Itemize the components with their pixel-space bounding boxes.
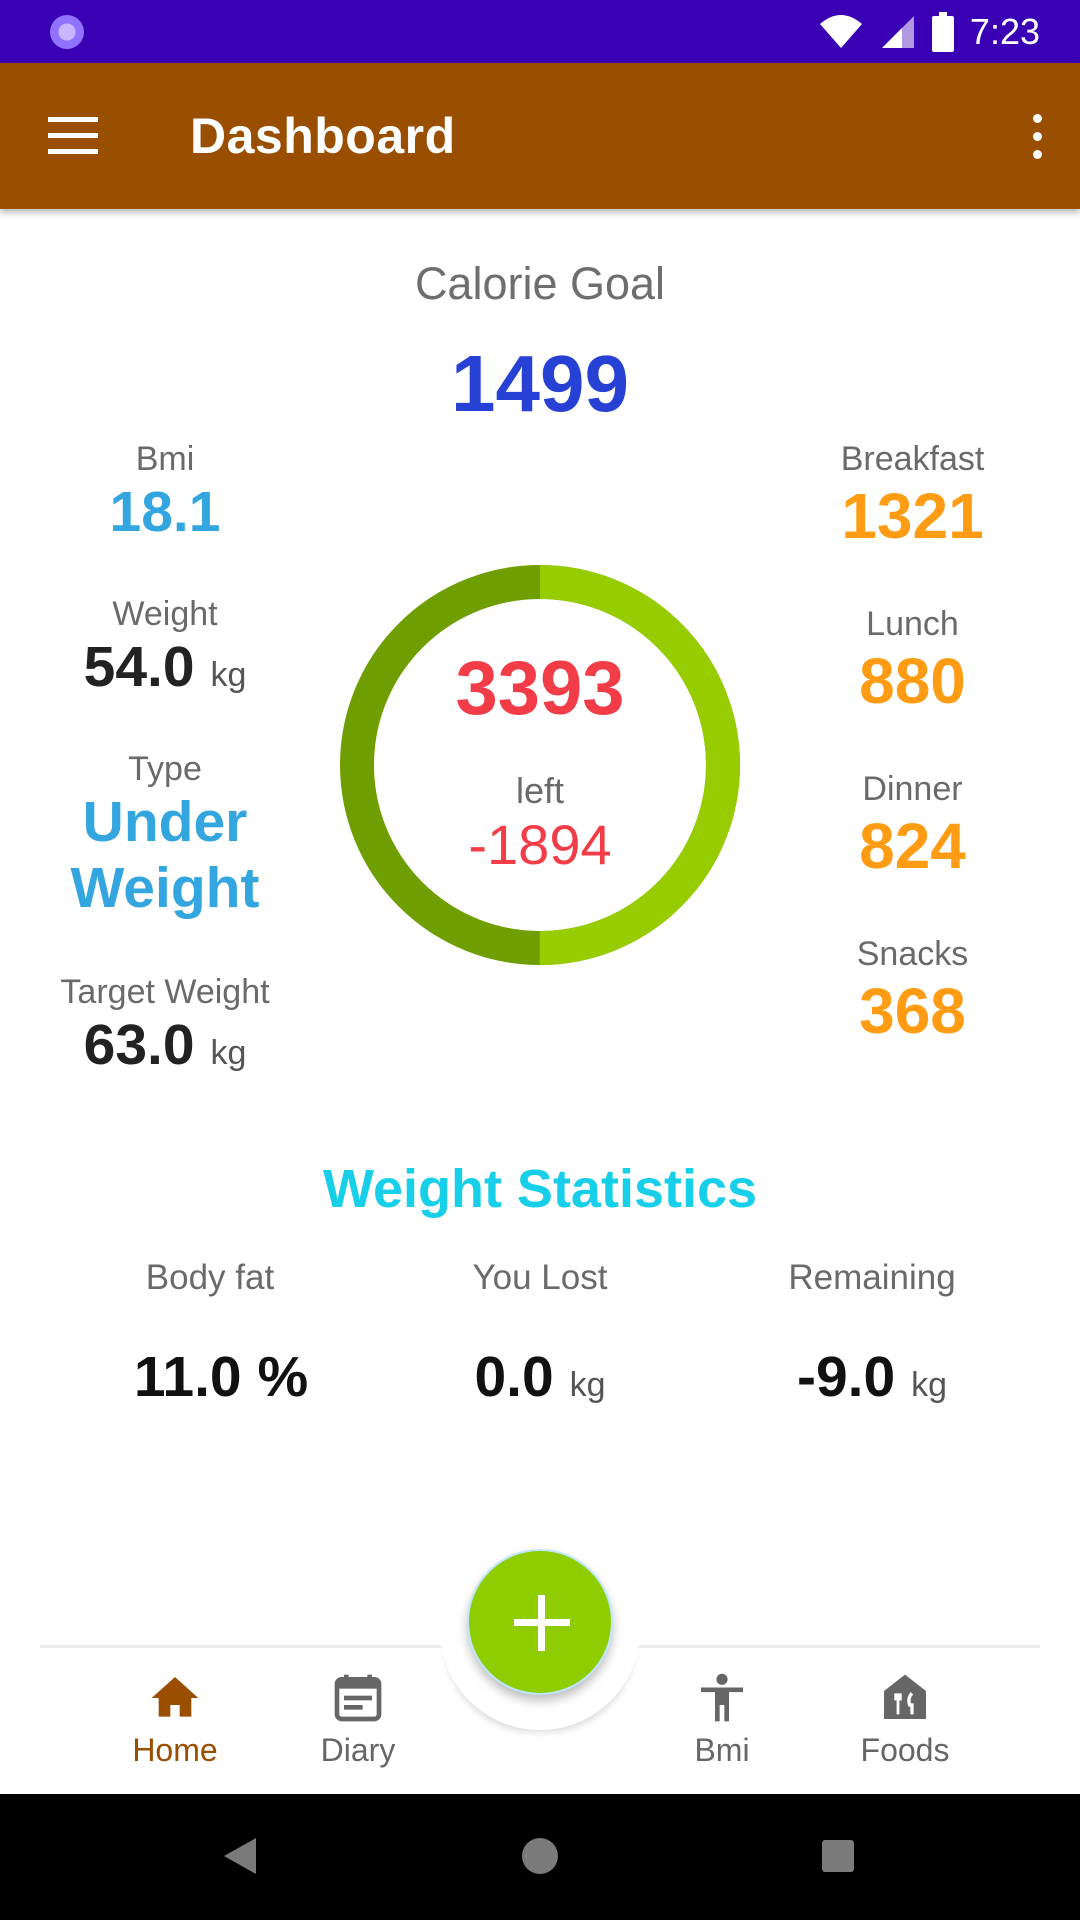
meal-label: Snacks: [856, 935, 969, 973]
app-bar: Dashboard: [0, 63, 1080, 209]
weight-block: Weight 54.0 kg: [30, 595, 300, 700]
meal-lunch: Lunch 880: [800, 605, 1025, 718]
weight-label: Weight: [112, 595, 218, 633]
nav-foods[interactable]: Foods: [815, 1670, 995, 1769]
nav-diary[interactable]: Diary: [268, 1670, 448, 1769]
meal-value: 880: [859, 645, 966, 717]
status-time: 7:23: [969, 11, 1040, 52]
signal-icon: [881, 16, 914, 48]
weight-unit: kg: [210, 656, 247, 694]
meal-label: Lunch: [866, 605, 959, 643]
meal-dinner: Dinner 824: [800, 770, 1025, 883]
status-icons: 7:23: [818, 8, 1040, 56]
meal-value: 824: [859, 810, 966, 882]
meal-breakfast: Breakfast 1321: [800, 440, 1025, 553]
status-bar: 7:23: [0, 0, 1080, 63]
calories-left-label: left: [515, 770, 565, 811]
page-title: Dashboard: [190, 108, 456, 164]
ring-progress: [340, 565, 740, 965]
meal-label: Breakfast: [840, 440, 985, 478]
menu-icon[interactable]: [48, 117, 98, 155]
home-circle-icon[interactable]: [520, 1836, 560, 1876]
lost-stat: You Lost 0.0 kg: [380, 1258, 700, 1410]
lost-value: 0.0: [474, 1345, 554, 1409]
home-icon: [151, 1677, 199, 1717]
lost-unit: kg: [569, 1366, 606, 1404]
ring-center: 3393: [340, 645, 740, 732]
target-weight-block: Target Weight 63.0 kg: [30, 973, 300, 1078]
type-value-line2: Weight: [70, 856, 260, 920]
meal-value: 368: [859, 975, 966, 1047]
target-weight-value: 63.0: [83, 1013, 195, 1077]
back-icon[interactable]: [222, 1836, 258, 1876]
type-block: Type Under Weight: [30, 750, 300, 921]
more-options-icon[interactable]: [1030, 114, 1044, 159]
recents-icon[interactable]: [820, 1838, 856, 1874]
target-weight-label: Target Weight: [60, 973, 270, 1011]
meal-value: 1321: [841, 480, 984, 552]
ring-remaining-block: left -1894: [340, 770, 740, 877]
body-fat-value: 11.0 %: [133, 1345, 309, 1409]
weight-statistics-title: Weight Statistics: [322, 1159, 758, 1219]
meal-label: Dinner: [862, 770, 963, 808]
nav-home[interactable]: Home: [85, 1670, 265, 1769]
nav-foods-label: Foods: [860, 1732, 950, 1768]
bmi-label: Bmi: [135, 440, 195, 478]
person-icon: [701, 1673, 743, 1722]
nav-diary-label: Diary: [320, 1732, 396, 1768]
remaining-label: Remaining: [788, 1258, 956, 1297]
battery-icon: [931, 12, 954, 52]
type-value-line1: Under: [82, 790, 248, 854]
calorie-goal-label: Calorie Goal: [414, 258, 666, 309]
lost-label: You Lost: [472, 1258, 608, 1297]
sync-icon: [50, 15, 84, 49]
bmi-block: Bmi 18.1: [30, 440, 300, 545]
calories-consumed-value: 3393: [455, 646, 625, 731]
remaining-stat: Remaining -9.0 kg: [712, 1258, 1032, 1410]
restaurant-icon: [884, 1674, 926, 1719]
nav-bmi-label: Bmi: [694, 1732, 750, 1768]
nav-home-label: Home: [132, 1732, 218, 1768]
calorie-progress-ring: [340, 565, 740, 965]
wifi-icon: [819, 15, 862, 48]
nav-bmi[interactable]: Bmi: [632, 1670, 812, 1769]
calories-left-value: -1894: [468, 813, 612, 876]
body-fat-label: Body fat: [145, 1258, 275, 1297]
remaining-value: -9.0: [797, 1345, 896, 1409]
type-label: Type: [128, 750, 202, 788]
meal-snacks: Snacks 368: [800, 935, 1025, 1048]
weight-value: 54.0: [83, 635, 195, 699]
calorie-goal-value: 1499: [451, 339, 629, 428]
bmi-value: 18.1: [109, 480, 221, 544]
body-fat-stat: Body fat 11.0 %: [50, 1258, 370, 1410]
remaining-unit: kg: [911, 1366, 947, 1404]
add-button[interactable]: [467, 1549, 613, 1695]
system-navigation-bar: [0, 1794, 1080, 1920]
target-weight-unit: kg: [210, 1034, 247, 1072]
diary-icon: [334, 1674, 382, 1722]
